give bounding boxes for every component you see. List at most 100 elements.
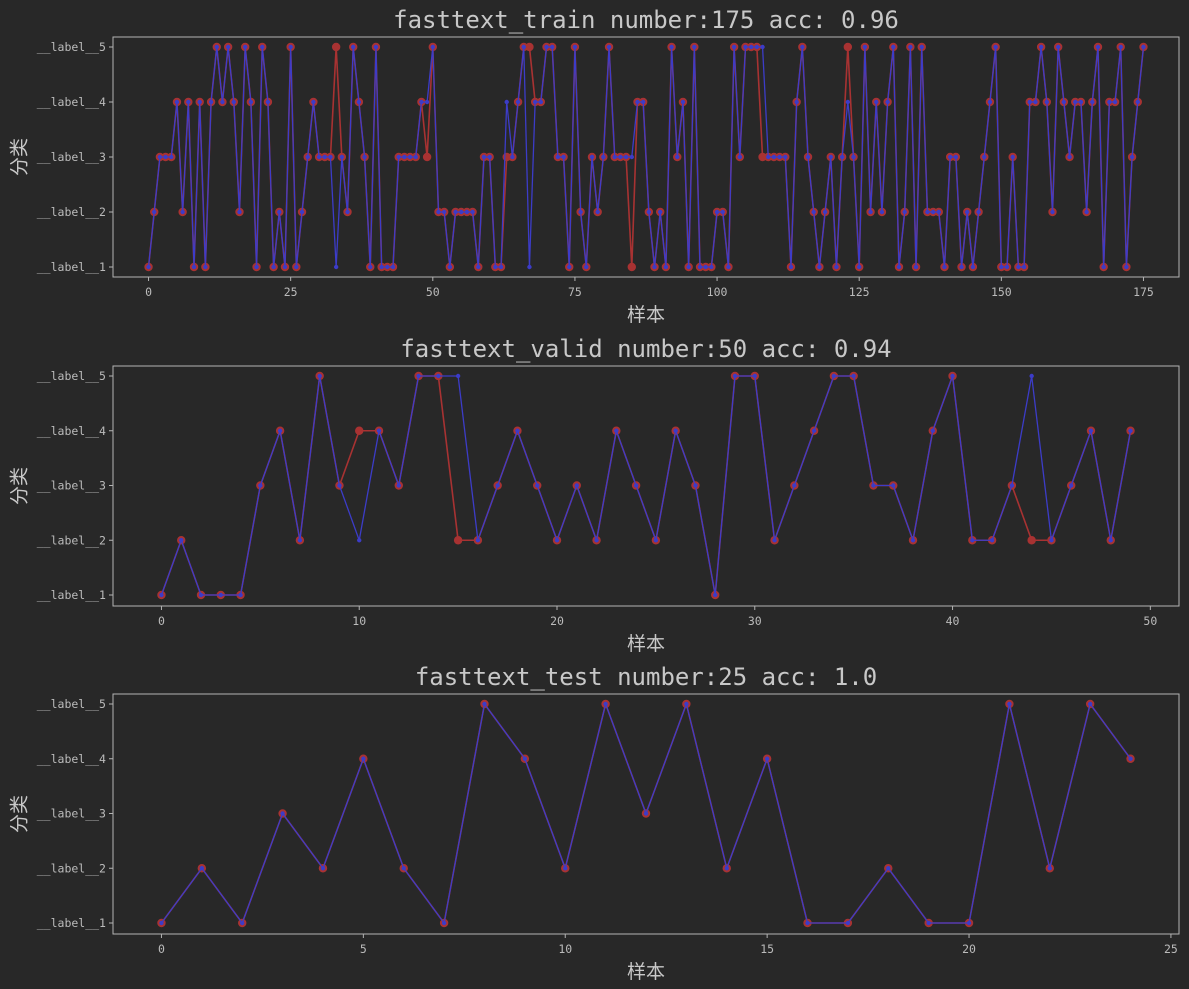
y-axis-label: 分类: [9, 795, 31, 833]
y-tick-label: __label__3: [37, 150, 106, 164]
data-point: [402, 154, 407, 160]
data-point: [311, 99, 316, 105]
data-point: [430, 44, 435, 50]
data-point: [424, 99, 430, 105]
data-point: [555, 154, 561, 160]
data-point: [627, 262, 636, 272]
data-point: [999, 264, 1004, 270]
data-point: [455, 373, 461, 379]
data-point: [180, 209, 185, 215]
y-tick-label: __label__2: [37, 861, 106, 875]
x-tick-label: 75: [568, 285, 582, 299]
data-point: [684, 701, 689, 707]
data-point: [902, 209, 907, 215]
data-point: [294, 264, 299, 270]
data-point: [538, 99, 544, 105]
data-point: [242, 44, 248, 50]
data-point: [777, 154, 782, 160]
series-markers-1: [146, 44, 1146, 270]
data-point: [1101, 264, 1106, 270]
data-point: [1029, 373, 1034, 379]
data-point: [1050, 209, 1055, 215]
data-point: [709, 264, 714, 270]
data-point: [331, 42, 341, 52]
data-point: [373, 44, 379, 50]
data-point: [561, 154, 566, 160]
data-point: [475, 538, 481, 543]
data-point: [845, 99, 851, 105]
x-tick-label: 50: [1143, 614, 1157, 628]
data-point: [675, 154, 680, 160]
series-markers-0: [157, 371, 1135, 600]
data-point: [629, 154, 634, 160]
data-point: [987, 99, 993, 105]
y-tick-label: __label__4: [37, 424, 106, 438]
data-point: [697, 264, 703, 270]
data-point: [982, 154, 987, 160]
data-point: [225, 44, 231, 50]
data-point: [459, 209, 464, 215]
data-point: [614, 428, 619, 433]
data-point: [1087, 701, 1093, 707]
data-point: [942, 264, 947, 270]
data-point: [891, 483, 896, 488]
data-point: [947, 154, 953, 160]
data-point: [376, 428, 382, 433]
data-point: [805, 154, 811, 160]
y-tick-label: __label__4: [37, 95, 106, 109]
data-point: [1047, 866, 1052, 871]
data-point: [159, 920, 164, 926]
x-tick-label: 25: [1164, 942, 1178, 956]
data-point: [606, 44, 612, 50]
data-point: [396, 154, 401, 160]
data-point: [345, 209, 350, 215]
data-point: [692, 44, 697, 50]
data-point: [572, 44, 578, 50]
y-tick-label: __label__3: [37, 807, 106, 821]
x-axis-label: 样本: [627, 304, 665, 326]
plot-frame: [112, 365, 1180, 607]
chart-title: fasttext_test number:25 acc: 1.0: [415, 663, 877, 691]
series-markers-1: [159, 701, 1133, 926]
x-tick-label: 125: [849, 285, 870, 299]
data-point: [925, 209, 930, 215]
data-point: [396, 483, 401, 488]
data-point: [416, 373, 421, 379]
data-point: [441, 209, 447, 215]
data-point: [871, 483, 876, 488]
data-point: [238, 592, 243, 598]
data-point: [152, 209, 157, 215]
data-point: [680, 99, 686, 105]
data-point: [724, 866, 729, 871]
data-point: [407, 154, 413, 160]
x-tick-label: 0: [158, 614, 165, 628]
data-point: [1090, 99, 1095, 105]
data-point: [800, 44, 805, 50]
x-tick-label: 100: [707, 285, 728, 299]
data-point: [635, 99, 640, 105]
data-point: [839, 154, 845, 160]
data-point: [339, 154, 345, 160]
data-point: [673, 428, 678, 433]
data-point: [214, 44, 219, 50]
data-point: [322, 154, 327, 160]
data-point: [1010, 154, 1015, 160]
data-point: [831, 373, 837, 379]
data-point: [328, 154, 333, 160]
y-axis-label: 分类: [9, 138, 31, 176]
data-point: [1044, 99, 1050, 105]
data-point: [258, 483, 263, 488]
data-point: [271, 264, 276, 270]
data-point: [930, 428, 935, 433]
data-point: [186, 99, 191, 105]
data-point: [1088, 428, 1094, 433]
data-point: [169, 154, 174, 160]
data-point: [1108, 538, 1113, 543]
data-point: [544, 44, 549, 50]
data-point: [282, 264, 288, 270]
data-point: [1078, 99, 1084, 105]
y-tick-label: __label__4: [37, 752, 106, 766]
data-point: [950, 373, 955, 379]
data-point: [248, 99, 254, 105]
series-line-1: [160, 375, 1132, 596]
